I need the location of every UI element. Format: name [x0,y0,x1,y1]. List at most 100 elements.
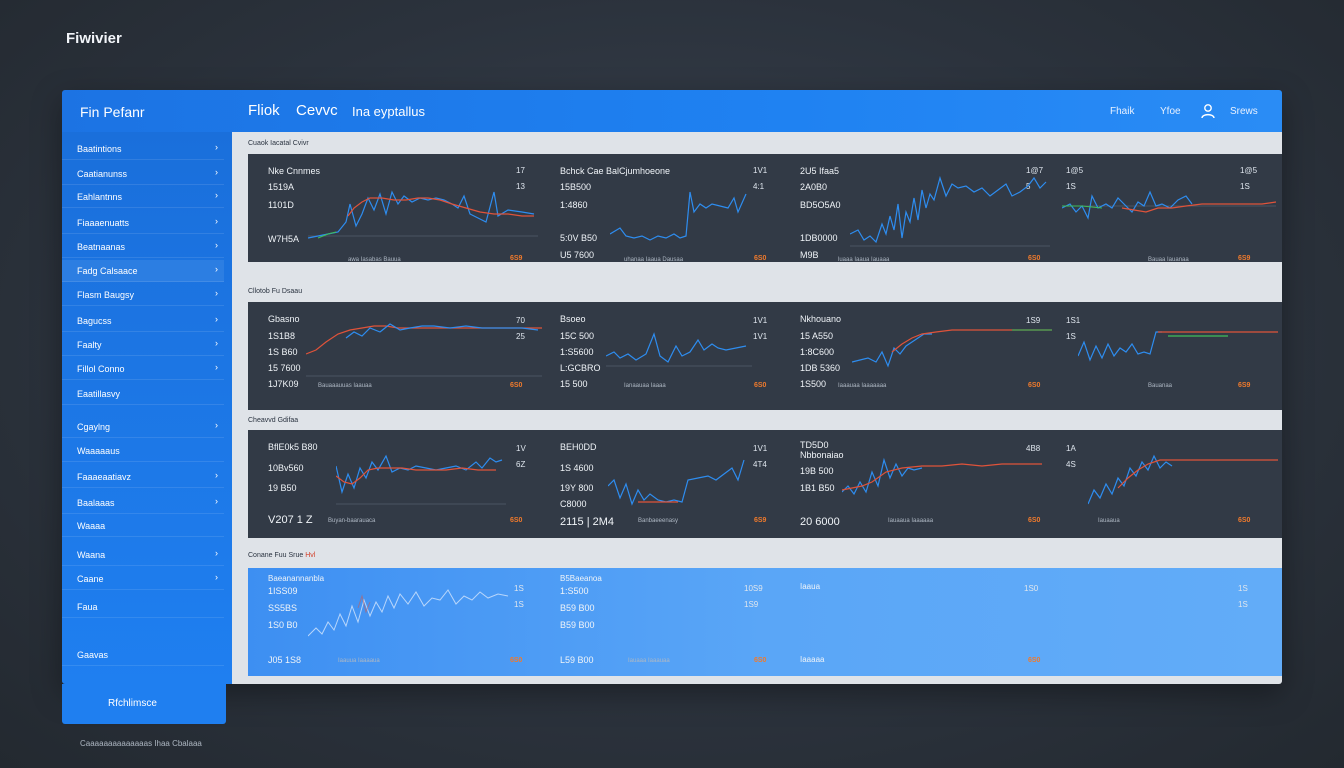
sidebar-item-label: Fadg Calsaace [77,266,138,276]
chart-panel[interactable]: BflE0k5 B80 10Bv560 19 B50 V207 1 Z 1V 6… [248,430,548,538]
panel-value: 1519A [268,182,295,192]
panel-value: 1101D [268,200,294,210]
chevron-icon: › [215,338,218,348]
chevron-icon: › [215,167,218,177]
panel-value: 10Bv560 [268,463,304,473]
footer-note: Caaaaaaaaaaaaaas Ihaa Cbalaaa [80,739,202,748]
panel-title: BflE0k5 B80 [268,442,318,452]
sidebar-item-label: Fiaaaenuatts [77,218,130,228]
panel-value: V207 1 Z [268,514,313,526]
sidebar-item[interactable]: Bagucss › [62,310,224,332]
sidebar-item[interactable]: Gaavas [62,644,224,666]
panel-axis-label: Iaaauaa Iaaaaaaa [838,383,887,389]
sidebar-item[interactable]: Faalty › [62,334,224,356]
panel-value: B59 B00 [560,603,595,613]
sidebar-item[interactable]: Eaatillasvy [62,383,224,405]
panel-value: 1S 4600 [560,463,594,473]
panel-value: 19 B50 [268,483,297,493]
user-icon[interactable] [1200,103,1216,119]
panel-side-value: 1V1 [753,332,768,341]
sidebar-item[interactable]: Eahlantnns › [62,186,224,208]
chart-panel[interactable]: Nkhouano 15 A550 1:8C600 1DB 5360 1S500 … [788,302,1058,410]
sidebar-item-label: Faalty [77,340,102,350]
panel-value: 1S0 B0 [268,620,298,630]
sidebar-item[interactable]: Fillol Conno › [62,358,224,380]
panel-side-value: 1S [1066,332,1076,341]
panel-axis-label: Iauaaua Iaaaaaa [888,518,934,524]
chevron-icon: › [215,190,218,200]
sidebar-item[interactable]: Caane › [62,568,224,590]
sidebar-item[interactable]: Waaaa [62,515,224,537]
sparkline [852,329,1052,368]
topbar-action-yfoe[interactable]: Yfoe [1160,106,1181,117]
chart-panel[interactable]: 1@5 1S Bauaa Iauanaa 6S9 1@5 1S [1058,154,1282,263]
chart-panel[interactable]: 1A 4S Iauaaua 6S0 [1058,430,1282,538]
chart-strip: Baeanannanbla 1ISS09 SS5BS 1S0 B0 J05 1S… [248,568,1282,676]
panel-axis-label: Buyan-baarauaca [328,518,376,524]
panel-value: BD5O5A0 [800,200,841,210]
panel-value: 1ISS09 [268,586,298,596]
chart-panel[interactable]: TD5D0 Nbbonaiao 19B 500 1B1 B50 20 6000 … [788,430,1058,538]
chart-panel[interactable]: Iaaua Iaaaaa 1S0 6S0 [788,568,1058,676]
sidebar-item-label: Faua [77,602,98,612]
panel-value: 1:4860 [560,200,588,210]
panel-badge: 6S9 [1238,382,1251,389]
panel-side-value: 1S0 [1024,584,1039,593]
panel-title: Baeanannanbla [268,574,325,583]
sidebar-item[interactable]: Baatintions › [62,138,224,160]
panel-value: 2115 | 2M4 [560,516,615,528]
chevron-icon: › [215,314,218,324]
sparkline [306,323,542,377]
panel-axis-label: awa Iasabas Bauua [348,257,401,263]
tab-ina-eyptallus[interactable]: Ina eyptallus [352,104,425,119]
sidebar-item[interactable]: Waana › [62,544,224,566]
chevron-icon: › [215,496,218,506]
panel-axis-label: luaaa Iaaua Iauaaa [838,257,890,263]
topbar-action-srews[interactable]: Srews [1230,106,1258,117]
panel-side-value: 4S [1066,460,1076,469]
sidebar-item[interactable]: Fadg Calsaace › [62,260,224,282]
sidebar-item[interactable]: Faua [62,596,224,618]
panel-title: Gbasno [268,314,300,324]
sidebar-item[interactable]: Faaaeaatiavz › [62,466,224,488]
panel-badge: 6S0 [1028,517,1041,524]
chart-panel[interactable]: 2U5 Ifaa5 2A0B0 BD5O5A0 1DB0000 M9B 1@7 … [788,154,1058,263]
panel-badge: 6S0 [754,255,767,262]
panel-side-value: 1S [1066,182,1076,191]
chart-panel[interactable]: Baeanannanbla 1ISS09 SS5BS 1S0 B0 J05 1S… [248,568,548,676]
panel-value: 1DB0000 [800,233,838,243]
panel-side-value: 17 [516,166,525,175]
topbar-action-fhaik[interactable]: Fhaik [1110,106,1135,117]
sidebar-item-label: Fillol Conno [77,364,125,374]
chart-panel[interactable]: Bsoeo 15C 500 1:S5600 L:GCBRO 15 500 1V1… [548,302,788,410]
sparkline [1062,190,1276,220]
tab-fliok[interactable]: Fliok [248,102,280,119]
chart-panel[interactable]: 1S 1S [1058,568,1282,676]
chart-panel[interactable]: BEH0DD 1S 4600 19Y 800 C8000 2115 | 2M4 … [548,430,788,538]
sidebar-item[interactable]: Waaaaaus [62,440,224,462]
sidebar-item[interactable]: Caatianunss › [62,163,224,185]
chart-panel[interactable]: 1S1 1S Bauanaa 6S9 [1058,302,1282,410]
panel-side-value: 1S [1240,182,1250,191]
sidebar-item[interactable]: Baalaaas › [62,492,224,514]
chart-panel[interactable]: Nke Cnnmes 1519A 1101D W7H5A 17 13 awa I… [248,154,548,263]
footer-action-button[interactable]: Rfchlimsce [62,684,226,724]
sidebar-item[interactable]: Fiaaaenuatts › [62,212,224,234]
chart-panel[interactable]: Bchck Cae BalCjumhoeone 15B500 1:4860 5:… [548,154,788,263]
chevron-icon: › [215,572,218,582]
sidebar-item[interactable]: Beatnaanas › [62,236,224,258]
panel-value: SS5BS [268,603,298,613]
tab-cevvc[interactable]: Cevvc [296,102,338,119]
chevron-icon: › [215,470,218,480]
panel-value: M9B [800,250,819,260]
panel-axis-label: Bauanaa [1148,383,1173,389]
chart-panel[interactable]: B5Baeanoa 1:S500 B59 B00 B59 B00 L59 B00… [548,568,788,676]
panel-value: 1:S500 [560,586,589,596]
section-label: Cuaok Iacatal Cvivr [248,140,309,147]
panel-value: Iaaaaa [800,655,825,664]
sidebar-item[interactable]: Flasm Baugsy › [62,284,224,306]
panel-side-value: 70 [516,316,525,325]
chart-panel[interactable]: Gbasno 1S1B8 1S B60 15 7600 1J7K09 70 25… [248,302,548,410]
panel-title: TD5D0 [800,440,829,450]
sidebar-item[interactable]: Cgaylng › [62,416,224,438]
